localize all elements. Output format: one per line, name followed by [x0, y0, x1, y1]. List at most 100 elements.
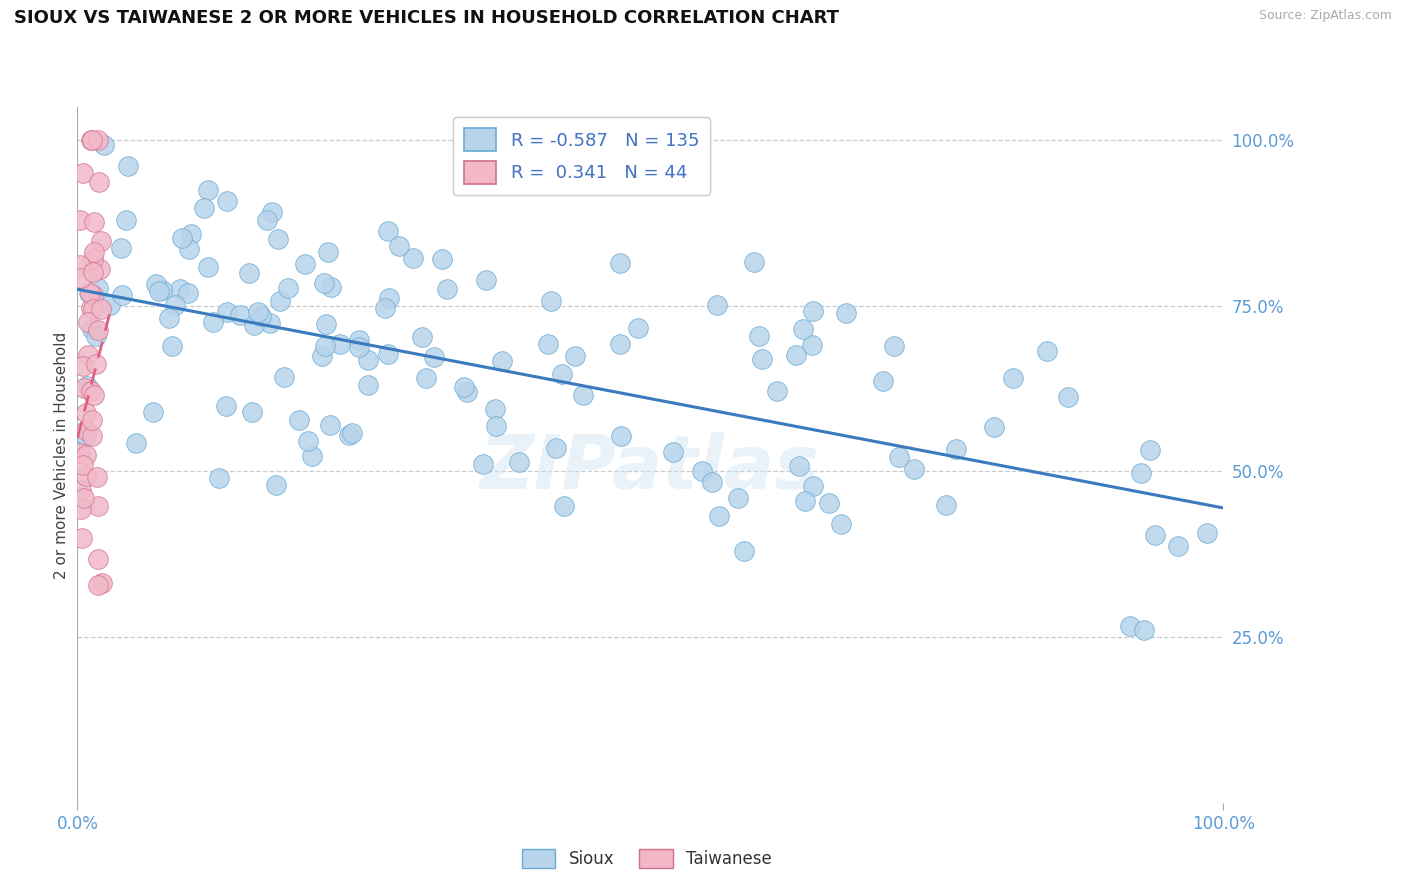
Point	[1197, 525, 1219, 540]
Point	[243, 318, 266, 332]
Point	[217, 304, 239, 318]
Point	[80, 413, 103, 427]
Point	[229, 308, 252, 322]
Point	[110, 241, 132, 255]
Point	[627, 321, 650, 335]
Point	[402, 251, 425, 265]
Point	[830, 516, 852, 531]
Point	[84, 329, 107, 343]
Point	[69, 212, 91, 227]
Point	[73, 381, 96, 395]
Point	[86, 578, 108, 592]
Point	[706, 298, 728, 312]
Point	[537, 337, 560, 351]
Point	[792, 322, 814, 336]
Point	[742, 255, 765, 269]
Y-axis label: 2 or more Vehicles in Household: 2 or more Vehicles in Household	[53, 331, 69, 579]
Point	[1036, 343, 1059, 358]
Point	[733, 543, 755, 558]
Point	[430, 252, 453, 267]
Point	[80, 133, 103, 147]
Point	[347, 340, 370, 354]
Point	[73, 491, 96, 506]
Point	[887, 450, 910, 464]
Point	[337, 428, 360, 442]
Point	[125, 436, 148, 450]
Point	[801, 304, 824, 318]
Point	[572, 388, 595, 402]
Point	[86, 500, 108, 514]
Point	[72, 166, 94, 180]
Point	[316, 244, 339, 259]
Point	[453, 380, 475, 394]
Point	[329, 337, 352, 351]
Point	[70, 532, 93, 546]
Point	[148, 284, 170, 298]
Point	[610, 429, 633, 443]
Point	[609, 256, 631, 270]
Point	[789, 458, 811, 473]
Point	[785, 348, 807, 362]
Point	[1167, 539, 1189, 553]
Point	[388, 239, 411, 253]
Point	[945, 442, 967, 457]
Point	[267, 231, 290, 245]
Point	[377, 291, 399, 305]
Point	[287, 413, 309, 427]
Point	[77, 315, 100, 329]
Point	[90, 301, 112, 316]
Point	[163, 297, 186, 311]
Point	[145, 277, 167, 292]
Point	[377, 346, 399, 360]
Point	[357, 353, 380, 368]
Point	[70, 483, 93, 497]
Point	[246, 305, 269, 319]
Point	[79, 285, 101, 300]
Point	[110, 287, 132, 301]
Point	[75, 428, 97, 442]
Point	[456, 384, 478, 399]
Point	[82, 429, 104, 443]
Point	[75, 406, 97, 420]
Point	[277, 280, 299, 294]
Point	[835, 306, 858, 320]
Point	[1139, 443, 1161, 458]
Point	[87, 323, 110, 337]
Point	[90, 234, 112, 248]
Point	[80, 301, 103, 316]
Point	[662, 445, 685, 459]
Point	[179, 242, 201, 256]
Point	[314, 276, 336, 290]
Point	[484, 401, 506, 416]
Point	[69, 446, 91, 460]
Point	[550, 367, 572, 381]
Point	[321, 280, 343, 294]
Point	[256, 213, 278, 227]
Point	[75, 448, 97, 462]
Point	[193, 201, 215, 215]
Point	[83, 244, 105, 259]
Point	[301, 450, 323, 464]
Point	[82, 288, 104, 302]
Point	[76, 348, 98, 362]
Point	[872, 374, 894, 388]
Point	[87, 133, 110, 147]
Point	[169, 282, 191, 296]
Point	[340, 425, 363, 440]
Point	[690, 464, 713, 478]
Point	[89, 262, 111, 277]
Point	[260, 205, 283, 219]
Point	[202, 315, 225, 329]
Point	[422, 350, 444, 364]
Point	[259, 316, 281, 330]
Point	[347, 333, 370, 347]
Point	[1132, 623, 1154, 637]
Point	[707, 509, 730, 524]
Point	[269, 294, 291, 309]
Point	[67, 445, 90, 459]
Point	[75, 423, 97, 437]
Point	[297, 434, 319, 448]
Text: SIOUX VS TAIWANESE 2 OR MORE VEHICLES IN HOUSEHOLD CORRELATION CHART: SIOUX VS TAIWANESE 2 OR MORE VEHICLES IN…	[14, 9, 839, 27]
Point	[70, 271, 93, 285]
Point	[315, 318, 337, 332]
